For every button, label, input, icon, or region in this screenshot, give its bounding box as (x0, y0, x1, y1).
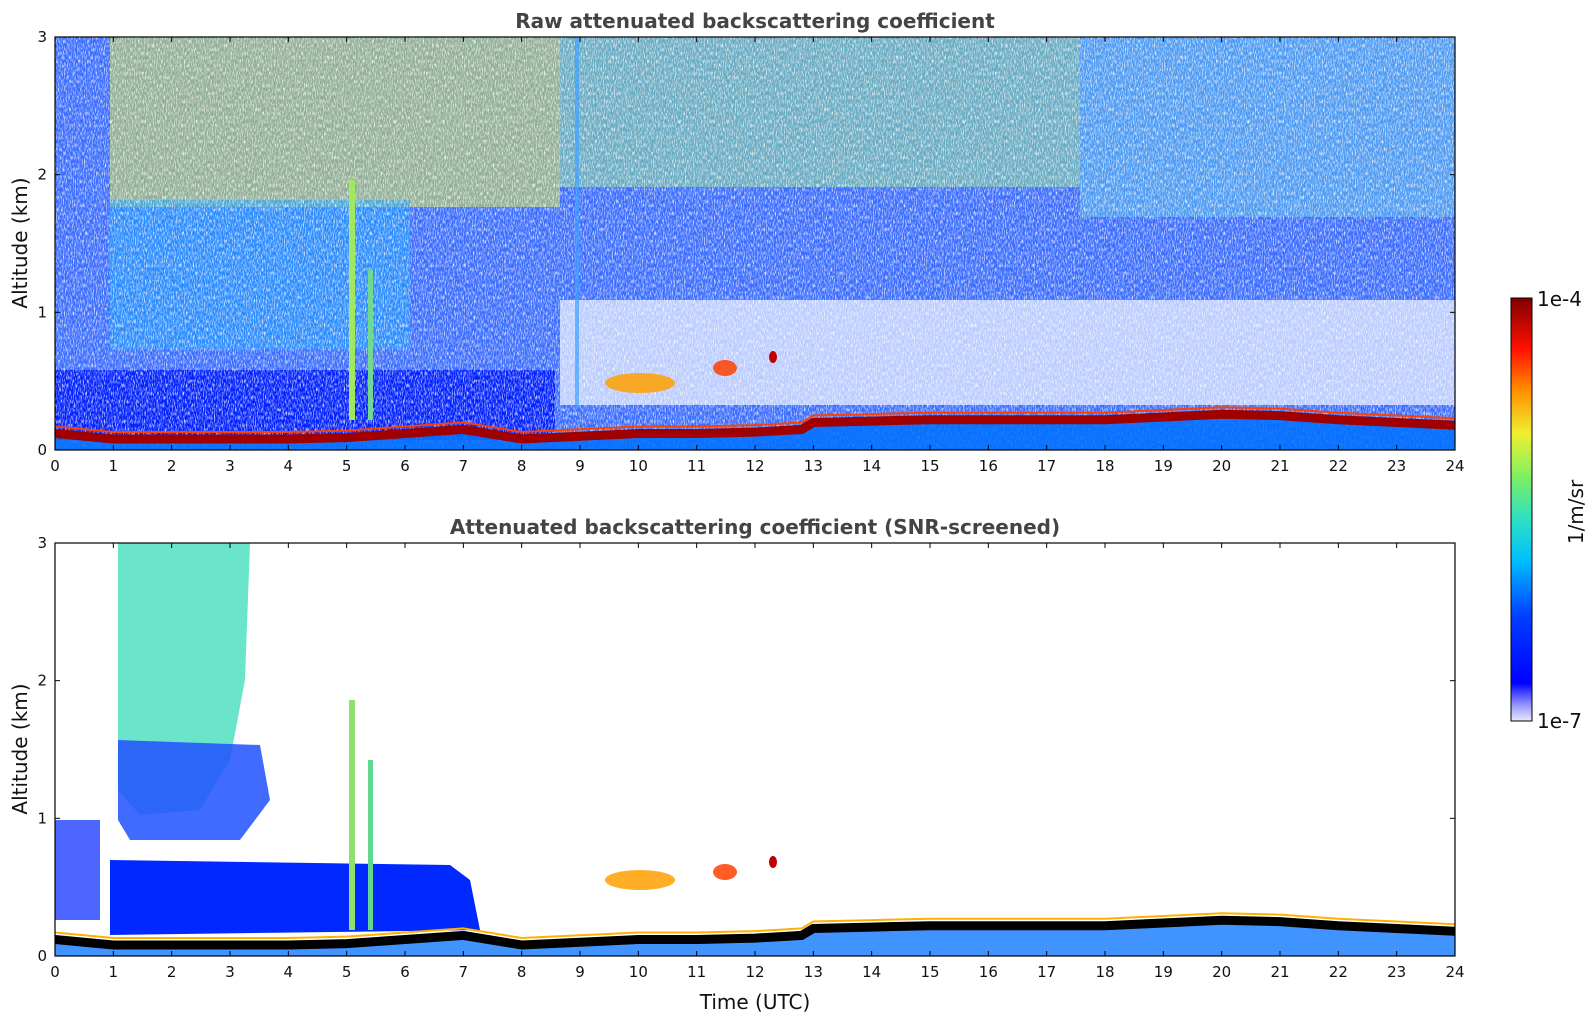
panel-raw: Raw attenuated backscattering coefficien… (8, 9, 1465, 475)
x-tick-label: 18 (1095, 457, 1114, 475)
x-tick-label: 17 (1037, 457, 1056, 475)
panel-screened-xlabel: Time (UTC) (699, 990, 811, 1014)
y-tick-label: 2 (37, 672, 47, 690)
raw-boundary-layer-edge (55, 406, 1455, 434)
x-tick-label: 20 (1212, 457, 1231, 475)
screened-elevated-cloud-b (713, 864, 737, 880)
x-tick-label: 1 (109, 963, 119, 981)
x-tick-label: 22 (1329, 457, 1348, 475)
x-tick-label: 20 (1212, 963, 1231, 981)
y-tick-label: 3 (37, 534, 47, 552)
panel-screened-ticks: 0 1 2 3 4 5 6 7 8 9 10 11 12 13 14 15 16 17 18 19 20 21 22 23 24… (37, 534, 1464, 981)
x-tick-label: 2 (167, 963, 177, 981)
y-tick-label: 0 (37, 441, 47, 459)
x-tick-label: 16 (979, 963, 998, 981)
x-tick-label: 15 (920, 457, 939, 475)
x-tick-label: 19 (1154, 963, 1173, 981)
screened-boundary-layer-edge (55, 912, 1455, 940)
colorbar-unit-label: 1/m/sr (1564, 479, 1588, 544)
raw-elevated-cloud-b (713, 360, 737, 376)
panel-raw-ylabel: Altitude (km) (8, 177, 32, 308)
x-tick-label: 10 (629, 963, 648, 981)
x-tick-label: 4 (284, 457, 294, 475)
panel-screened-title: Attenuated backscattering coefficient (S… (450, 515, 1060, 539)
screened-elevated-cloud-a (605, 870, 675, 890)
screened-lowlayer-blue (110, 860, 480, 935)
screened-plume-5a (349, 700, 355, 930)
x-tick-label: 5 (342, 963, 352, 981)
x-tick-label: 19 (1154, 457, 1173, 475)
x-tick-label: 8 (517, 457, 527, 475)
x-tick-label: 12 (745, 457, 764, 475)
raw-boundary-layer-top (55, 409, 1455, 444)
x-tick-label: 22 (1329, 963, 1348, 981)
x-tick-label: 12 (745, 963, 764, 981)
colorbar-min-label: 1e-7 (1537, 709, 1582, 733)
x-tick-label: 23 (1387, 457, 1406, 475)
x-tick-label: 13 (804, 963, 823, 981)
x-tick-label: 7 (459, 457, 469, 475)
y-tick-label: 3 (37, 28, 47, 46)
y-tick-label: 1 (37, 303, 47, 321)
raw-elevated-cloud-a (605, 373, 675, 393)
x-tick-label: 1 (109, 457, 119, 475)
raw-column-9 (575, 37, 579, 407)
panel-raw-ticks: 0 1 2 3 4 5 6 7 8 9 10 11 12 13 14 15 16 17 18 19 20 21 22 23 24… (37, 28, 1464, 475)
x-tick-label: 16 (979, 457, 998, 475)
x-tick-label: 15 (920, 963, 939, 981)
x-tick-label: 0 (50, 457, 60, 475)
x-tick-label: 5 (342, 457, 352, 475)
x-tick-label: 9 (575, 963, 585, 981)
raw-plume-5a (349, 180, 355, 420)
x-tick-label: 8 (517, 963, 527, 981)
x-tick-label: 3 (225, 457, 235, 475)
screened-aerosol-blue (118, 740, 270, 840)
x-tick-label: 3 (225, 963, 235, 981)
x-tick-label: 11 (687, 963, 706, 981)
y-tick-label: 2 (37, 166, 47, 184)
x-tick-label: 7 (459, 963, 469, 981)
x-tick-label: 18 (1095, 963, 1114, 981)
raw-elevated-cloud-c (769, 351, 777, 363)
x-tick-label: 23 (1387, 963, 1406, 981)
x-tick-label: 24 (1445, 963, 1464, 981)
panel-screened-ylabel: Altitude (km) (8, 683, 32, 814)
colorbar-gradient (1510, 297, 1533, 722)
screened-elevated-cloud-c (769, 856, 777, 868)
x-tick-label: 21 (1270, 457, 1289, 475)
x-tick-label: 11 (687, 457, 706, 475)
x-tick-label: 14 (862, 457, 881, 475)
x-tick-label: 14 (862, 963, 881, 981)
x-tick-label: 24 (1445, 457, 1464, 475)
x-tick-label: 6 (400, 963, 410, 981)
x-tick-label: 4 (284, 963, 294, 981)
panel-screened: Attenuated backscattering coefficient (S… (8, 515, 1465, 1014)
x-tick-label: 6 (400, 457, 410, 475)
panel-raw-title: Raw attenuated backscattering coefficien… (515, 9, 995, 33)
y-tick-label: 0 (37, 947, 47, 965)
colorbar-max-label: 1e-4 (1537, 287, 1582, 311)
raw-clear-region (560, 300, 1455, 405)
x-tick-label: 21 (1270, 963, 1289, 981)
x-tick-label: 2 (167, 457, 177, 475)
x-tick-label: 9 (575, 457, 585, 475)
colorbar: 1e-4 1e-7 1/m/sr (1510, 287, 1588, 733)
panel-raw-heatmap (55, 37, 1455, 450)
screened-plume-5b (368, 760, 373, 930)
screened-early-blue (55, 820, 100, 920)
x-tick-label: 17 (1037, 963, 1056, 981)
x-tick-label: 10 (629, 457, 648, 475)
raw-plume-5b (368, 270, 373, 420)
screened-boundary-layer-top (55, 915, 1455, 950)
x-tick-label: 13 (804, 457, 823, 475)
x-tick-label: 0 (50, 963, 60, 981)
panel-screened-heatmap (55, 543, 1455, 956)
y-tick-label: 1 (37, 809, 47, 827)
